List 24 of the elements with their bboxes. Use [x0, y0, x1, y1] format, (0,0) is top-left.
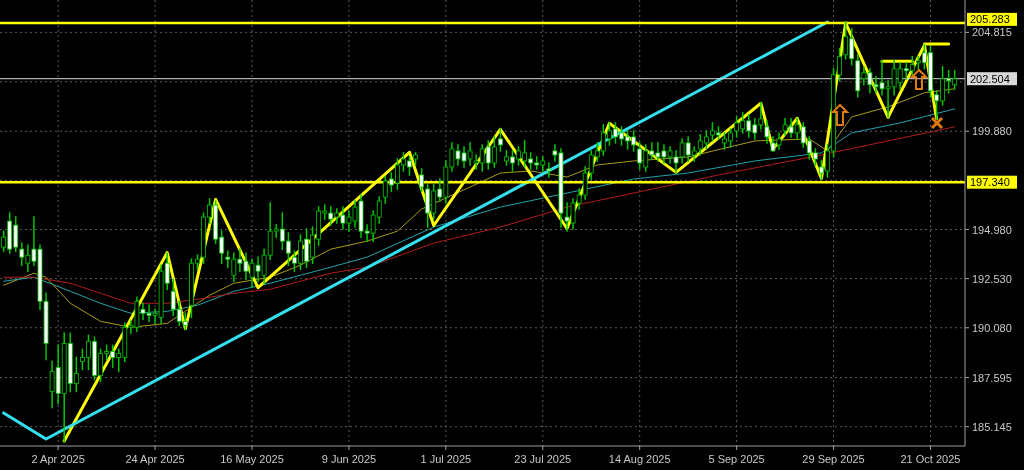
- ref-line-label: 202.504: [970, 72, 1010, 85]
- x-tick-label: 29 Sep 2025: [802, 453, 865, 465]
- y-tick-label: 192.530: [972, 272, 1012, 285]
- y-tick-label: 194.980: [972, 223, 1012, 236]
- y-tick-label: 199.880: [972, 125, 1012, 138]
- candlestick: [419, 168, 425, 192]
- candlestick: [546, 162, 552, 178]
- y-tick-label: 204.815: [972, 26, 1012, 39]
- x-tick-label: 16 May 2025: [220, 453, 284, 465]
- x-tick-label: 23 Jul 2025: [514, 453, 572, 465]
- y-tick-label: 190.080: [972, 321, 1012, 334]
- x-tick-label: 24 Apr 2025: [125, 453, 185, 465]
- x-tick-label: 1 Jul 2025: [420, 453, 472, 465]
- x-tick-label: 14 Aug 2025: [608, 453, 671, 465]
- y-tick-label: 187.595: [972, 371, 1012, 384]
- ref-line-label: 205.283: [970, 13, 1010, 26]
- ref-line-label: 197.340: [970, 176, 1010, 189]
- x-tick-label: 9 Jun 2025: [321, 453, 377, 465]
- candlestick: [764, 120, 770, 144]
- x-tick-label: 5 Sep 2025: [708, 453, 765, 465]
- x-tick-label: 2 Apr 2025: [31, 453, 85, 465]
- x-tick-label: 21 Oct 2025: [900, 453, 961, 465]
- y-tick-label: 185.145: [972, 420, 1012, 433]
- candlestick: [497, 128, 503, 152]
